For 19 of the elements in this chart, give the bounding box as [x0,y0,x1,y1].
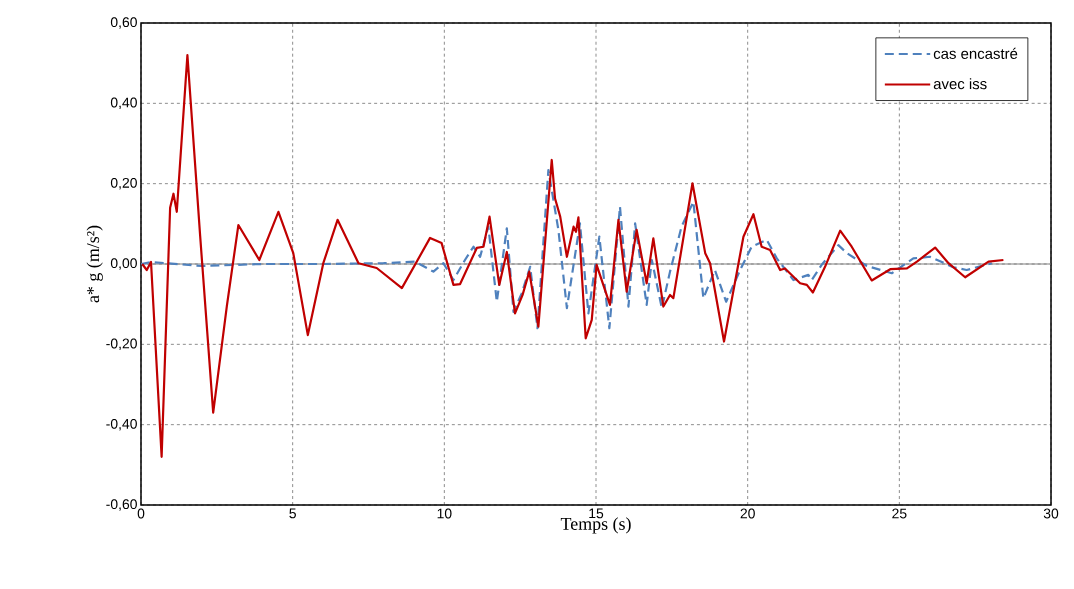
legend-label: avec iss [933,78,987,90]
y-tick-label: 0,20 [110,177,137,190]
y-tick-label: -0,40 [106,418,137,431]
y-tick-label: 0,40 [110,97,137,110]
y-tick-label: 0,60 [110,17,137,29]
y-tick-label: -0,20 [106,338,137,351]
x-tick-label: 15 [589,508,604,519]
x-axis-title: Temps (s) [560,517,631,534]
x-tick-label: 10 [437,508,452,519]
x-tick-label: 20 [740,508,755,519]
y-tick-label: 0,00 [110,258,137,270]
x-tick-label: 5 [289,508,296,519]
line-series [141,168,993,330]
x-tick-label: 25 [892,508,907,519]
y-axis-title: a* g (m/s²) [86,225,103,303]
x-tick-label: 0 [137,508,145,519]
y-tick-label: -0,60 [106,499,137,511]
legend-label: cas encastré [933,47,1018,59]
x-tick-label: 30 [1043,508,1059,519]
